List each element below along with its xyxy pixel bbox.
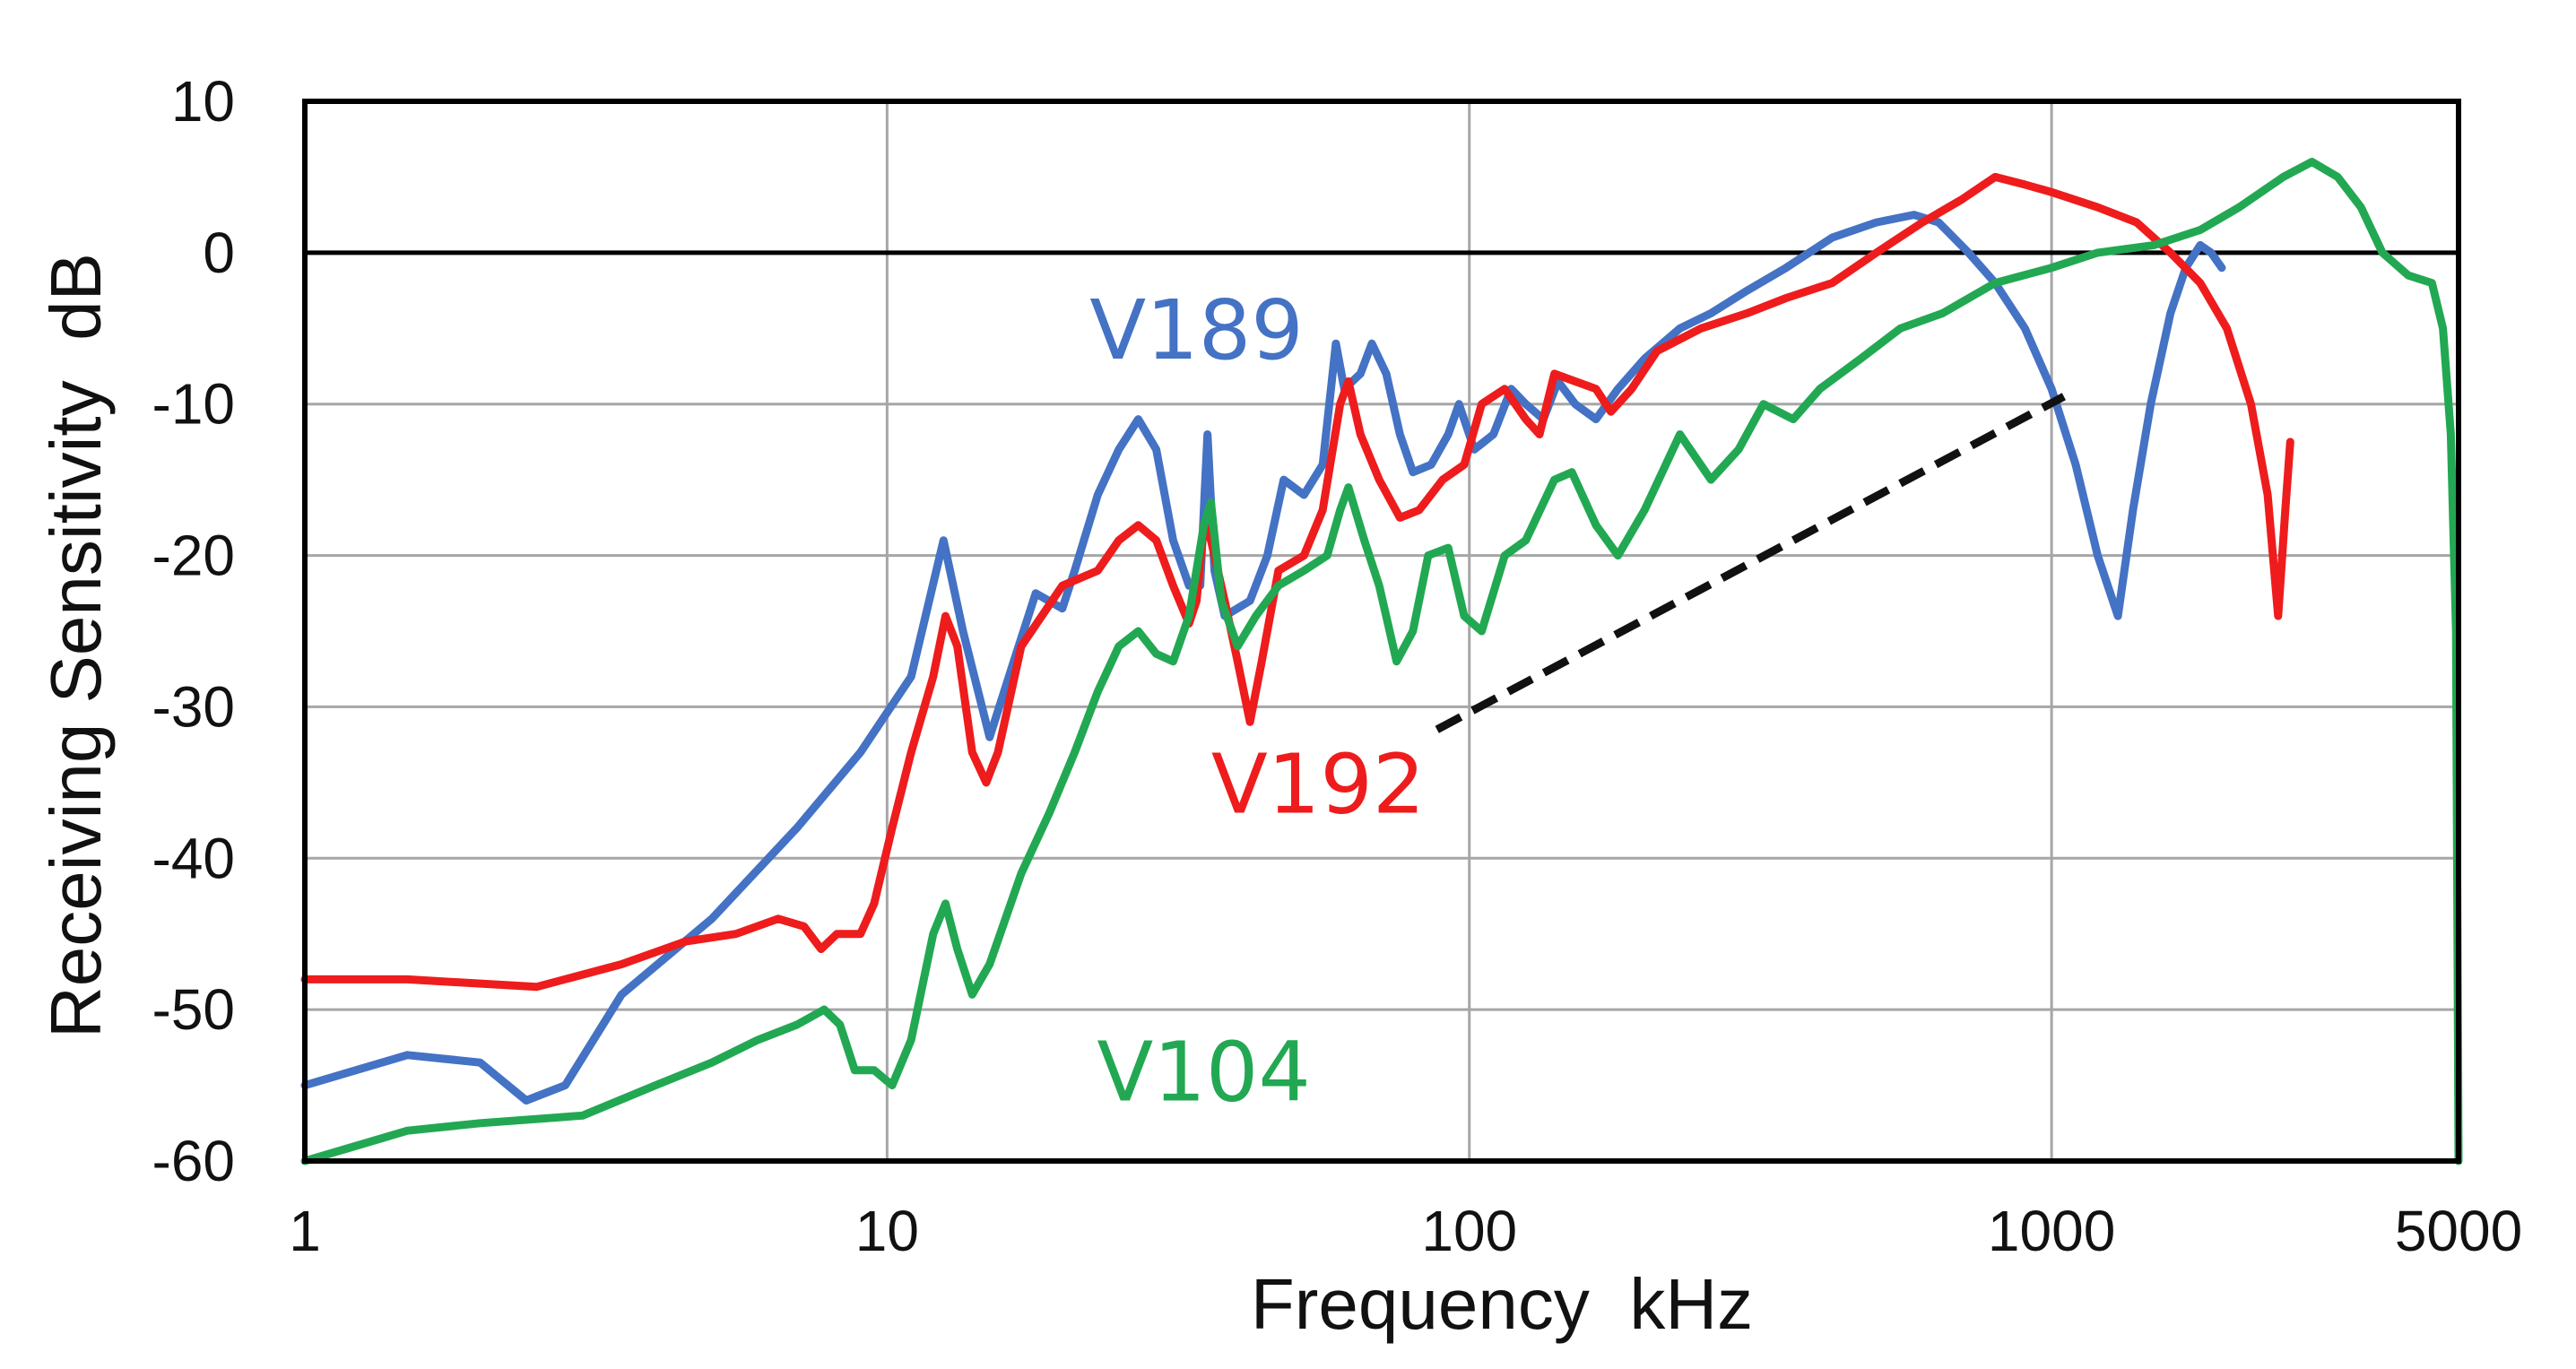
y-tick-label: -30 bbox=[152, 674, 236, 739]
x-tick-label: 10 bbox=[855, 1199, 919, 1263]
series-line-v104 bbox=[300, 158, 2463, 1165]
x-tick-label: 5000 bbox=[2395, 1199, 2522, 1263]
reference-dashed-line bbox=[1435, 393, 2066, 733]
y-tick-label: -10 bbox=[152, 372, 236, 437]
series-line-v189 bbox=[300, 211, 2226, 1105]
y-tick-label: -60 bbox=[152, 1129, 236, 1193]
x-axis-title: Frequency kHz bbox=[1251, 1264, 1753, 1344]
series-label-v192: V192 bbox=[1211, 737, 1426, 833]
series-layer bbox=[300, 158, 2463, 1165]
series-label-v189: V189 bbox=[1089, 282, 1304, 378]
y-tick-label: -20 bbox=[152, 524, 236, 588]
series-line-v192 bbox=[300, 172, 2294, 992]
y-axis-title: Receiving Sensitivity dB bbox=[36, 253, 116, 1038]
y-tick-label: 0 bbox=[203, 221, 235, 285]
y-tick-label: -50 bbox=[152, 977, 236, 1042]
y-tick-label: -40 bbox=[152, 826, 236, 890]
grid bbox=[305, 101, 2459, 1161]
plot-frame bbox=[302, 99, 2461, 1164]
x-tick-label: 1 bbox=[289, 1199, 321, 1263]
x-axis-ticks: 1 10 100 1000 5000 bbox=[289, 1199, 2522, 1263]
series-label-v104: V104 bbox=[1097, 1024, 1311, 1120]
y-axis-ticks: 10 0 -10 -20 -30 -40 -50 -60 bbox=[152, 69, 236, 1193]
x-tick-label: 1000 bbox=[1988, 1199, 2115, 1263]
y-tick-label: 10 bbox=[171, 69, 235, 134]
series-labels: V189 V192 V104 bbox=[1089, 282, 1425, 1120]
x-tick-label: 100 bbox=[1421, 1199, 1517, 1263]
